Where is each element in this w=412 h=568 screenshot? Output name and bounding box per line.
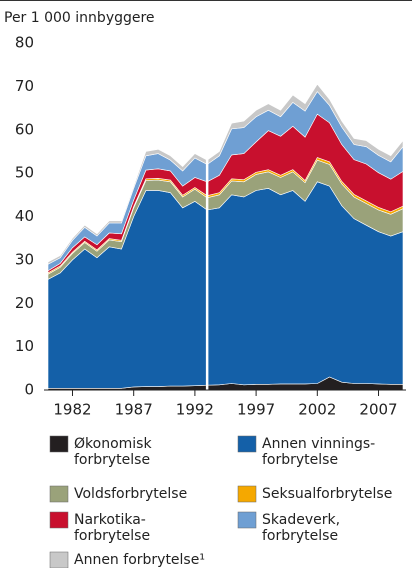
legend-label: Seksualforbrytelse xyxy=(262,486,392,502)
area xyxy=(47,83,404,265)
x-tick-label: 1997 xyxy=(237,401,275,419)
x-tick-label: 1987 xyxy=(115,401,153,419)
legend-label: Økonomisk forbrytelse xyxy=(74,436,152,468)
y-tick-label: 20 xyxy=(15,294,34,312)
legend-label: Annen vinnings-forbrytelse xyxy=(262,436,375,468)
legend-swatch xyxy=(49,551,69,568)
y-tick-label: 70 xyxy=(15,77,34,95)
legend-swatch xyxy=(237,511,257,529)
y-tick-label: 60 xyxy=(15,120,34,138)
y-tick-label: 30 xyxy=(15,250,34,268)
legend-swatch xyxy=(49,435,69,453)
legend-label: Narkotika-forbrytelse xyxy=(74,512,150,544)
x-tick-label: 1982 xyxy=(53,401,91,419)
legend-label: Annen forbrytelse¹ xyxy=(74,552,205,568)
legend-label: Voldsforbrytelse xyxy=(74,486,187,502)
x-tick-label: 1992 xyxy=(176,401,214,419)
y-tick-label: 10 xyxy=(15,337,34,355)
axis-label: Per 1 000 innbyggere xyxy=(4,10,155,26)
y-tick-label: 0 xyxy=(24,381,34,399)
y-tick-label: 50 xyxy=(15,164,34,182)
legend-label: Skadeverk, forbrytelse xyxy=(262,512,340,544)
x-tick-label: 2007 xyxy=(359,401,397,419)
legend-swatch xyxy=(237,485,257,503)
legend-swatch xyxy=(49,485,69,503)
y-tick-label: 80 xyxy=(15,34,34,52)
x-tick-label: 2002 xyxy=(298,401,336,419)
y-tick-label: 40 xyxy=(15,207,34,225)
legend-swatch xyxy=(237,435,257,453)
legend-swatch xyxy=(49,511,69,529)
